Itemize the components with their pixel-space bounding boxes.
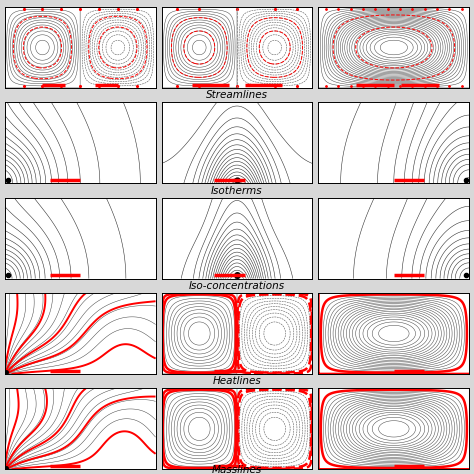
Text: Masslines: Masslines <box>212 465 262 474</box>
Text: Iso-concentrations: Iso-concentrations <box>189 281 285 291</box>
Text: Isotherms: Isotherms <box>211 185 263 195</box>
Text: Streamlines: Streamlines <box>206 90 268 100</box>
Text: Heatlines: Heatlines <box>213 376 261 386</box>
